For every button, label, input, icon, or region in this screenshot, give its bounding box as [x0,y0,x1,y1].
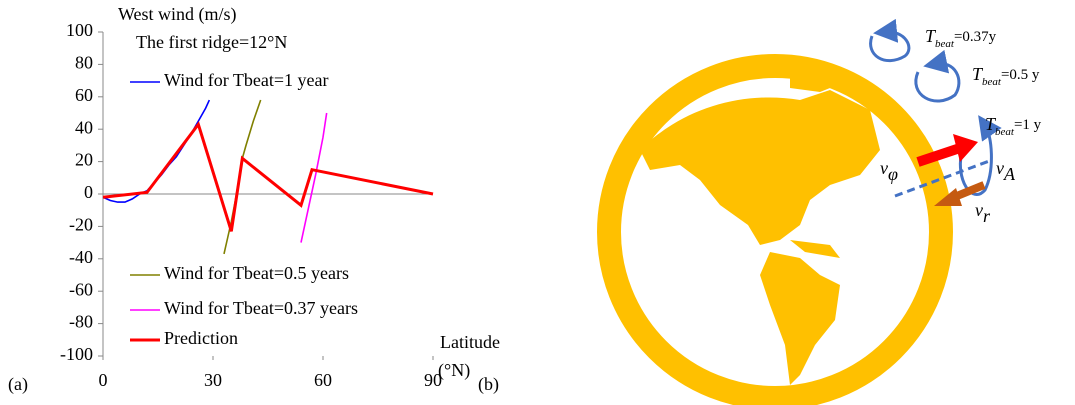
south-america [760,252,840,385]
label-sub: beat [995,126,1015,138]
legend-label: Wind for Tbeat=1 year [164,70,329,90]
y-tick-label: -80 [69,312,93,332]
x-tick-label: 30 [204,370,222,390]
y-tick-label: 100 [66,20,93,40]
globe [597,54,953,405]
y-tick-label: 60 [75,85,93,105]
dashed-axis [894,158,993,198]
label-rest: =0.37y [954,29,997,45]
orbit-loop [914,49,961,103]
legend-label: Wind for Tbeat=0.5 years [164,263,349,283]
orbits [869,18,1002,196]
label: vr [975,200,991,226]
label-sub: A [1003,164,1016,184]
plot: -100 -80 -60 -40 -20 0 20 40 60 80 100 0 30 60 90 Wind … [60,20,442,390]
x-axis-label: Latitude [440,332,500,352]
y-tick-label: 40 [75,117,93,137]
annotation: The first ridge=12°N [136,32,287,52]
y-tick-label: -60 [69,279,93,299]
label-rest: =0.5 y [1001,67,1040,83]
series-line [102,99,211,203]
series-line [102,121,434,232]
orbit-loop [959,115,1002,196]
label-sub: φ [888,164,898,184]
panel-label: (a) [8,374,28,395]
label: Tbeat=0.5 y [972,64,1040,87]
panel-label: (b) [478,374,499,395]
y-tick-label: -100 [60,344,93,364]
label: Tbeat=1 y [985,114,1042,137]
north-america [640,90,880,245]
label-main: v [975,200,983,220]
legend-label: Wind for Tbeat=0.37 years [164,298,358,318]
label-main: T [972,64,984,84]
label-rest: =1 y [1014,117,1042,133]
label: vA [996,158,1016,184]
label-main: v [996,158,1004,178]
label-sub: beat [982,76,1002,88]
series-line [300,112,328,243]
x-tick-label: 60 [314,370,332,390]
caribbean [790,240,840,258]
globe-ring [597,54,953,405]
orbit-loop [869,18,911,63]
y-tick-label: -20 [69,215,93,235]
y-tick-label: -40 [69,247,93,267]
x-axis-unit: (°N) [438,360,470,381]
arrow-head [953,134,978,162]
radial-arrow [934,181,986,206]
label: Tbeat=0.37y [925,26,997,49]
y-tick-label: 20 [75,150,93,170]
greenland [790,68,850,92]
arrow-head [934,188,962,206]
series-line [223,99,262,255]
label: vφ [880,158,898,184]
label-main: T [985,114,997,134]
velocity-arrow [916,134,978,167]
label-main: v [880,158,888,178]
y-axis-label: West wind (m/s) [118,4,237,25]
x-tick-label: 0 [99,370,108,390]
legend-label: Prediction [164,328,238,348]
y-tick-label: 0 [84,182,93,202]
label-sub: beat [935,38,955,50]
label-sub: r [983,206,991,226]
x-tick-label: 90 [424,370,442,390]
label-main: T [925,26,937,46]
y-tick-label: 80 [75,53,93,73]
arrow-shaft [916,143,962,167]
